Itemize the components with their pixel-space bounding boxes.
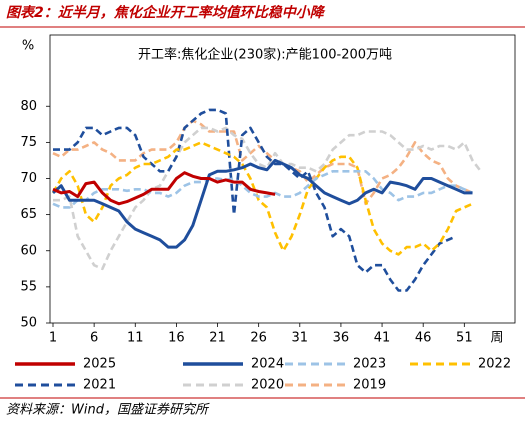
source: 资料来源：Wind，国盛证券研究所 (6, 402, 210, 418)
series-line (52, 170, 474, 209)
y-tick-label: 70 (20, 171, 37, 186)
y-tick-label: 60 (20, 243, 37, 258)
x-tick-label: 16 (168, 331, 185, 346)
series-line (53, 108, 457, 292)
x-tick-label: 26 (250, 331, 267, 346)
x-tick-label: 1 (49, 331, 57, 346)
x-tick-label: 46 (415, 331, 432, 346)
series-line (51, 141, 474, 256)
legend-label: 2025 (83, 357, 116, 372)
legend-label: 2020 (251, 378, 284, 393)
y-tick-label: 65 (20, 207, 37, 222)
x-tick-label: 36 (333, 331, 350, 346)
x-axis-label: 周 (490, 331, 503, 346)
page-title: 图表2：近半月，焦化企业开工率均值环比稳中小降 (6, 4, 326, 21)
legend-label: 2023 (353, 357, 386, 372)
y-axis-label: % (22, 39, 34, 54)
legend-label: 2021 (83, 378, 116, 393)
x-tick-label: 51 (456, 331, 473, 346)
plot-frame (49, 34, 516, 324)
legend-label: 2022 (478, 357, 511, 372)
x-tick-label: 6 (90, 331, 98, 346)
series-line (52, 158, 473, 249)
y-tick-label: 50 (20, 316, 37, 331)
x-tick-label: 31 (292, 331, 309, 346)
y-tick-label: 55 (20, 279, 37, 294)
series-line (52, 171, 276, 206)
x-tick-label: 21 (209, 331, 226, 346)
y-tick-label: 80 (20, 99, 37, 114)
x-tick-label: 11 (127, 331, 144, 346)
legend-label: 2019 (353, 378, 386, 393)
y-tick-label: 75 (20, 135, 37, 150)
legend-label: 2024 (251, 357, 284, 372)
x-tick-label: 41 (374, 331, 391, 346)
series-line (53, 126, 482, 271)
chart-title: 开工率:焦化企业(230家):产能100-200万吨 (138, 47, 392, 63)
